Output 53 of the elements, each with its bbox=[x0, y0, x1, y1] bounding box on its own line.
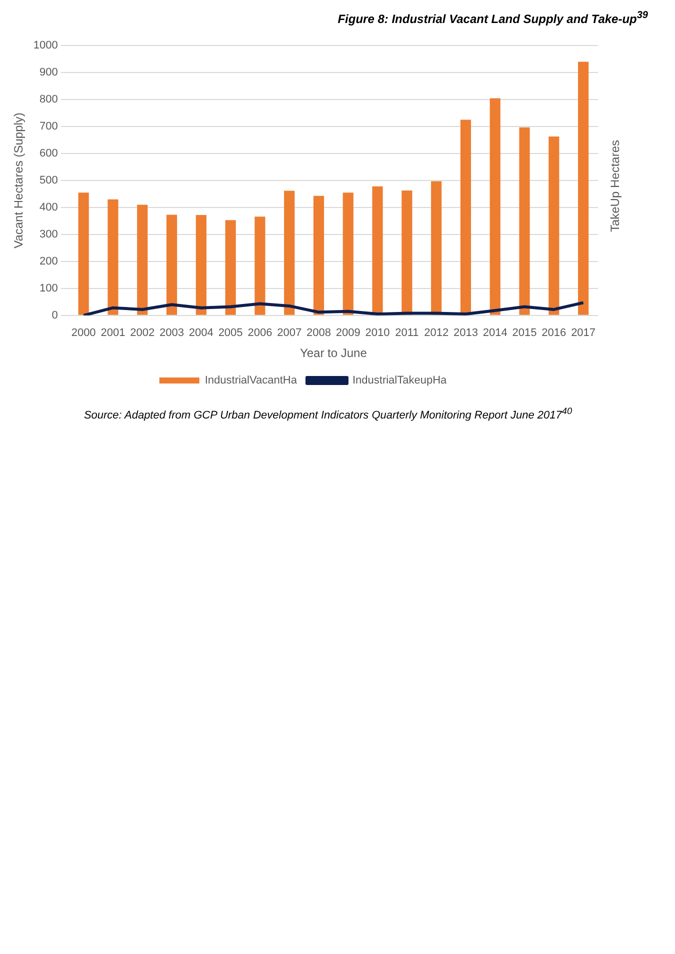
y-tick-label: 500 bbox=[40, 174, 58, 187]
bar bbox=[137, 204, 148, 315]
x-tick-label: 2016 bbox=[542, 327, 566, 340]
bar bbox=[196, 215, 206, 315]
x-tick-label: 2011 bbox=[395, 327, 419, 340]
x-tick-label: 2010 bbox=[365, 327, 390, 340]
y-tick-label: 1000 bbox=[33, 40, 58, 52]
bar bbox=[284, 190, 295, 315]
y-tick-label: 800 bbox=[40, 94, 58, 106]
x-tick-label: 2006 bbox=[248, 327, 272, 340]
y-tick-label: 0 bbox=[52, 309, 58, 322]
y-axis-title: Vacant Hectares (Supply) bbox=[12, 112, 26, 248]
x-tick-label: 2013 bbox=[453, 327, 478, 340]
x-tick-label: 2015 bbox=[512, 327, 537, 340]
source-note: Source: Adapted from GCP Urban Development Indicators Quarterly Monitoring Report June 2017$^{40}$ bbox=[82, 406, 574, 422]
y-tick-label: 300 bbox=[40, 228, 58, 240]
bar bbox=[431, 181, 442, 315]
x-tick-label: 2003 bbox=[160, 327, 184, 340]
bar bbox=[108, 199, 118, 315]
bar bbox=[342, 192, 354, 315]
x-tick-label: 2000 bbox=[71, 327, 96, 340]
x-axis-title: Year to June bbox=[300, 346, 368, 360]
bar bbox=[578, 62, 589, 315]
bar bbox=[519, 127, 530, 315]
y-tick-label: 700 bbox=[40, 120, 58, 133]
x-tick-label: 2005 bbox=[218, 327, 243, 340]
x-tick-label: 2002 bbox=[130, 327, 155, 340]
x-tick-label: 2014 bbox=[482, 327, 508, 340]
y-tick-label: 100 bbox=[40, 282, 58, 294]
x-tick-label: 2017 bbox=[571, 327, 596, 340]
bar bbox=[166, 214, 178, 315]
legend-label: IndustrialVacantHa bbox=[204, 374, 298, 387]
x-tick-label: 2009 bbox=[336, 327, 360, 340]
bar bbox=[490, 98, 500, 315]
y-tick-label: 900 bbox=[40, 66, 58, 79]
x-tick-label: 2012 bbox=[424, 327, 449, 340]
y-tick-label: 600 bbox=[40, 148, 58, 160]
bar bbox=[548, 136, 560, 315]
bar bbox=[402, 190, 412, 315]
bar bbox=[78, 192, 89, 315]
x-tick-label: 2008 bbox=[306, 327, 331, 340]
bar bbox=[460, 120, 472, 315]
y-tick-label: 200 bbox=[40, 255, 58, 268]
bar bbox=[225, 220, 236, 315]
y2-axis-title: TakeUp Hectares bbox=[608, 140, 622, 232]
y-tick-label: 400 bbox=[40, 202, 58, 214]
x-tick-label: 2007 bbox=[277, 327, 302, 340]
bar bbox=[254, 216, 266, 315]
x-tick-label: 2001 bbox=[100, 327, 126, 340]
bar bbox=[313, 196, 324, 315]
x-tick-label: 2004 bbox=[188, 327, 214, 340]
legend-label: IndustrialTakeupHa bbox=[352, 374, 448, 387]
chart-title: Figure 8: Industrial Vacant Land Supply and Take-up$^{39}$ bbox=[336, 10, 648, 26]
